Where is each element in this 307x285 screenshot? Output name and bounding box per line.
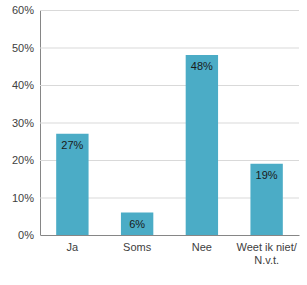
y-tick-label: 0% <box>18 229 34 241</box>
y-tick: 50% <box>12 42 299 54</box>
grid-line <box>40 85 299 86</box>
data-label: 6% <box>129 218 145 230</box>
x-tick-label: Nee <box>192 241 212 253</box>
bar <box>186 55 218 235</box>
x-tick: Ja <box>67 241 80 253</box>
grid-line <box>40 10 299 11</box>
y-tick: 40% <box>12 79 299 91</box>
bar <box>250 164 282 235</box>
data-label: 27% <box>61 139 83 151</box>
grid-line <box>40 235 299 236</box>
x-tick: Weet ik niet/N.v.t. <box>236 241 297 266</box>
data-label: 48% <box>191 60 213 72</box>
data-label: 19% <box>256 169 278 181</box>
y-axis: 0% 10% 20% 30% 40% 50% 60% <box>12 4 299 241</box>
x-tick: Soms <box>123 241 152 253</box>
y-tick-label: 10% <box>12 192 34 204</box>
x-axis-line <box>41 235 300 236</box>
x-tick: Nee <box>192 241 212 253</box>
x-axis: Ja Soms Nee Weet ik niet/N.v.t. <box>41 236 300 267</box>
y-tick-label: 40% <box>12 79 34 91</box>
x-tick-label: Soms <box>123 241 152 253</box>
y-tick-label: 30% <box>12 117 34 129</box>
data-labels: 27% 6% 48% 19% <box>61 60 277 230</box>
grid-line <box>40 48 299 49</box>
y-axis-line <box>41 11 300 236</box>
y-tick: 30% <box>12 117 299 129</box>
plot: 0% 10% 20% 30% 40% 50% 60% Ja Soms Nee Weet ik nie… <box>12 4 300 266</box>
bar <box>56 134 88 235</box>
y-tick-label: 60% <box>12 4 34 16</box>
y-tick: 60% <box>12 4 299 16</box>
y-tick-label: 50% <box>12 42 34 54</box>
bar <box>121 213 153 236</box>
bars <box>56 55 283 235</box>
y-tick-label: 20% <box>12 154 34 166</box>
x-tick-label: Weet ik niet/N.v.t. <box>236 241 297 266</box>
x-tick-label: Ja <box>67 241 80 253</box>
chart: 0% 10% 20% 30% 40% 50% 60% Ja Soms Nee Weet ik nie… <box>0 0 307 285</box>
grid-line <box>40 123 299 124</box>
